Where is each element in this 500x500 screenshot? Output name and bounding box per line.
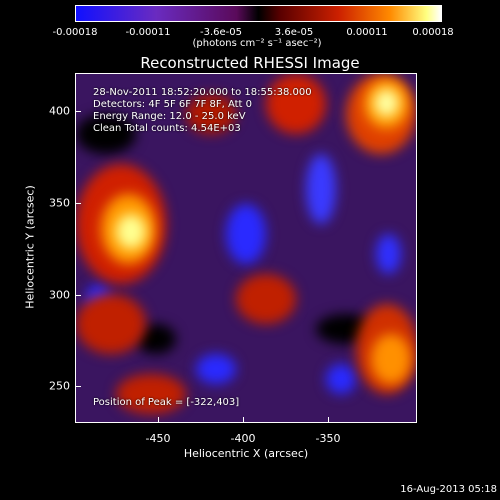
energy-range: Energy Range: 12.0 - 25.0 keV <box>93 111 246 122</box>
y-tick-label: 300 <box>49 288 70 302</box>
x-tick-mark <box>328 417 329 423</box>
peak-position: Position of Peak = [-322,403] <box>93 397 240 408</box>
time-range: 28-Nov-2011 18:52:20.000 to 18:55:38.000 <box>93 87 312 98</box>
y-tick-mark <box>75 386 81 387</box>
y-tick-mark <box>75 203 81 204</box>
x-tick-label: -350 <box>315 432 341 445</box>
colorbar-unit: (photons cm⁻² s⁻¹ asec⁻²) <box>192 38 322 49</box>
image-plot <box>75 73 417 423</box>
footer-date: 16-Aug-2013 05:18 <box>400 484 497 495</box>
colorbar-tick: -0.00011 <box>125 27 171 38</box>
colorbar <box>75 5 442 22</box>
y-tick-label: 250 <box>49 379 70 393</box>
colorbar-tick: -0.00018 <box>52 27 98 38</box>
colorbar-tick: 0.00011 <box>346 27 388 38</box>
colorbar-tick: -3.6e-05 <box>200 27 242 38</box>
x-tick-label: -450 <box>145 432 171 445</box>
plot-title: Reconstructed RHESSI Image <box>140 54 360 72</box>
y-tick-mark <box>75 111 81 112</box>
y-axis-label: Heliocentric Y (arcsec) <box>23 185 37 309</box>
x-axis-label: Heliocentric X (arcsec) <box>183 447 309 460</box>
clean-counts: Clean Total counts: 4.54E+03 <box>93 123 241 134</box>
detectors: Detectors: 4F 5F 6F 7F 8F, Att 0 <box>93 99 253 110</box>
y-tick-label: 400 <box>49 104 70 118</box>
y-tick-label: 350 <box>49 196 70 210</box>
colorbar-tick: 3.6e-05 <box>274 27 314 38</box>
x-tick-mark <box>243 417 244 423</box>
x-tick-mark <box>158 417 159 423</box>
colorbar-tick: 0.00018 <box>412 27 454 38</box>
y-tick-mark <box>75 295 81 296</box>
x-tick-label: -400 <box>230 432 256 445</box>
